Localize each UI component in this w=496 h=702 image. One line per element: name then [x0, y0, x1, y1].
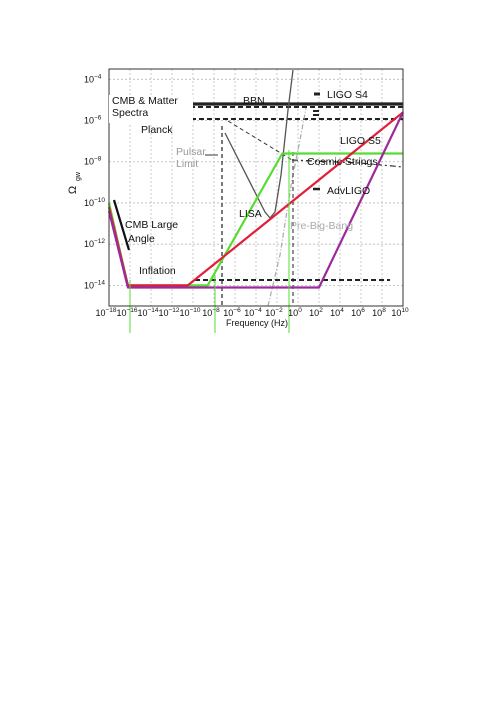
pre-big-bang-curve	[267, 107, 307, 307]
y-tick-label: 10−10	[84, 197, 105, 208]
y-tick-label: 10−4	[84, 73, 102, 84]
cosmic-strings-curve	[227, 120, 293, 161]
x-tick-label: 100	[288, 307, 302, 318]
x-tick-label: 10−14	[137, 307, 158, 318]
x-tick-label: 10−12	[158, 307, 179, 318]
label-planck: Planck	[141, 124, 173, 136]
x-tick-label: 10−16	[116, 307, 137, 318]
cmb-large-angle-segment	[112, 199, 131, 251]
label-cmb-matter: CMB & Matter	[112, 95, 178, 107]
x-tick-label: 10−8	[202, 307, 220, 318]
x-tick-label: 10−2	[265, 307, 283, 318]
y-axis-label-sub: gw	[75, 171, 82, 181]
label-pulsar: Pulsar	[176, 146, 206, 158]
x-tick-label: 10−10	[179, 307, 200, 318]
x-tick-label: 10−6	[223, 307, 241, 318]
y-tick-label: 10−6	[84, 115, 102, 126]
x-tick-labels: 10−18 10−16 10−14 10−12 10−10 10−8 10−6 10−4 10−…	[95, 307, 409, 318]
label-cmb-large: CMB Large	[125, 219, 178, 231]
y-axis-label: Ω gw	[67, 171, 82, 194]
label-lisa: LISA	[239, 208, 262, 220]
x-tick-label: 1010	[391, 307, 409, 318]
y-tick-label: 10−14	[84, 279, 105, 290]
series-curves	[107, 111, 404, 289]
annotations: CMB & Matter Spectra Planck BBN LIGO S4 …	[109, 89, 381, 277]
label-advligo: AdvLIGO	[327, 185, 370, 197]
lisa-sensitivity-curve	[224, 69, 294, 220]
label-angle: Angle	[128, 233, 155, 245]
y-tick-label: 10−12	[84, 238, 105, 249]
label-inflation: Inflation	[139, 265, 176, 277]
label-spectra: Spectra	[112, 107, 148, 119]
x-tick-label: 108	[372, 307, 386, 318]
label-limit: Limit	[176, 158, 198, 170]
label-pre-big-bang: Pre-Big-Bang	[290, 220, 353, 232]
x-tick-label: 10−4	[244, 307, 262, 318]
plot-frame	[108, 68, 404, 307]
x-tick-label: 102	[309, 307, 323, 318]
x-axis-label: Frequency (Hz)	[226, 318, 288, 328]
y-axis-label-main: Ω	[67, 186, 79, 194]
label-cosmic-strings: Cosmic Strings	[307, 156, 378, 168]
label-bbn: BBN	[243, 95, 265, 107]
x-tick-label: 104	[330, 307, 344, 318]
cmb-label-bg	[109, 95, 193, 123]
x-tick-label: 10−18	[95, 307, 116, 318]
label-ligo-s4: LIGO S4	[327, 89, 368, 101]
y-tick-label: 10−8	[84, 156, 102, 167]
label-ligo-s5: LIGO S5	[340, 135, 381, 147]
x-tick-label: 106	[351, 307, 365, 318]
y-tick-labels: 10−4 10−6 10−8 10−10 10−12 10−14	[84, 73, 105, 290]
series-line-purple	[107, 111, 404, 289]
